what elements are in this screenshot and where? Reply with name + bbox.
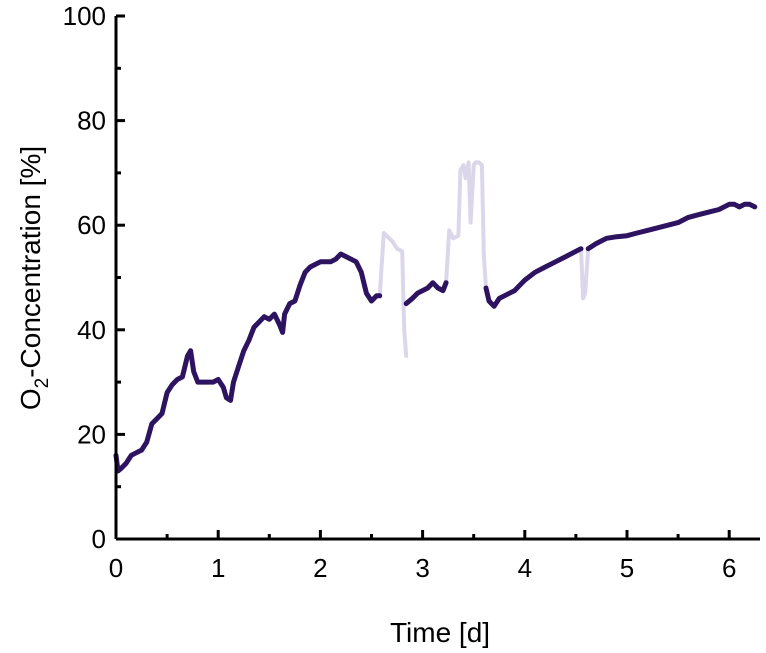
axes-layer [114, 16, 760, 541]
y-tick-label: 80 [77, 106, 106, 136]
x-tick-label: 0 [109, 553, 123, 583]
series-line-main-4 [483, 246, 584, 309]
x-tick-label: 6 [722, 553, 736, 583]
y-axis-title: O2-Concentration [%] [15, 146, 53, 410]
y-axis-title-subscript: 2 [32, 378, 53, 389]
series-line-main-0 [113, 251, 383, 474]
y-tick-label: 60 [77, 210, 106, 240]
x-tick-label: 2 [313, 553, 327, 583]
x-axis-title: Time [d] [390, 617, 490, 648]
x-tick-label: 5 [620, 553, 634, 583]
x-tick-label: 1 [211, 553, 225, 583]
y-tick-label: 0 [92, 524, 106, 554]
series-line-main-2 [403, 280, 449, 307]
series-layer [113, 160, 758, 474]
series-line-faded-1 [377, 231, 409, 358]
y-axis-title-main: O [15, 388, 46, 410]
series-line-faded-5 [579, 246, 591, 301]
y-axis-title-rest: -Concentration [%] [15, 146, 46, 378]
y-tick-label: 40 [77, 315, 106, 345]
x-tick-label: 3 [415, 553, 429, 583]
x-tick-label: 4 [518, 553, 532, 583]
y-tick-label: 20 [77, 419, 106, 449]
y-tick-label: 100 [63, 1, 106, 31]
series-line-main-6 [585, 201, 758, 252]
ticks-layer: 0 20 40 60 80 100 0 1 2 3 4 5 6 [63, 1, 737, 583]
series-line-faded-3 [444, 160, 488, 290]
